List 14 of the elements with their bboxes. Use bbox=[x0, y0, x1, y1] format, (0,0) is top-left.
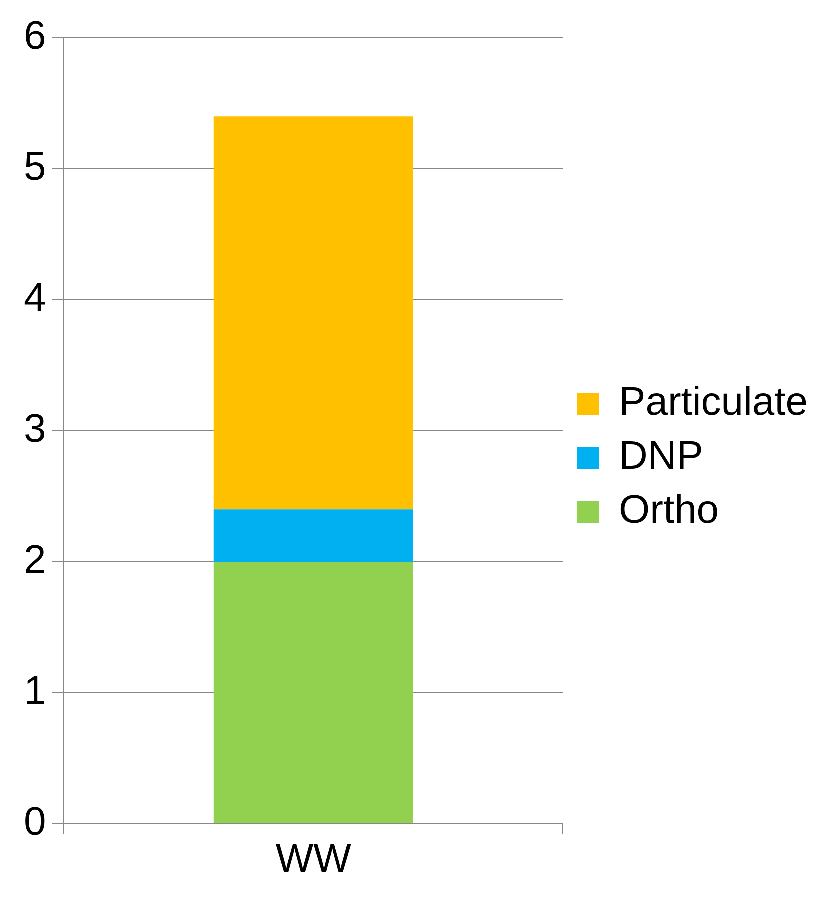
x-tick-label: WW bbox=[276, 837, 352, 882]
bar bbox=[214, 510, 414, 562]
y-tick-label: 4 bbox=[24, 276, 46, 320]
y-tick-label: 3 bbox=[24, 407, 46, 452]
bar bbox=[214, 116, 414, 510]
y-tick-label: 2 bbox=[24, 538, 46, 582]
legend-label: Ortho bbox=[619, 488, 720, 532]
legend-label: DNP bbox=[619, 434, 704, 478]
y-tick-label: 1 bbox=[24, 669, 46, 714]
bar bbox=[214, 562, 414, 824]
y-tick-label: 6 bbox=[24, 14, 46, 58]
legend-label: Particulate bbox=[619, 380, 808, 424]
y-tick-label: 0 bbox=[24, 800, 46, 844]
y-tick-label: 5 bbox=[24, 145, 46, 190]
